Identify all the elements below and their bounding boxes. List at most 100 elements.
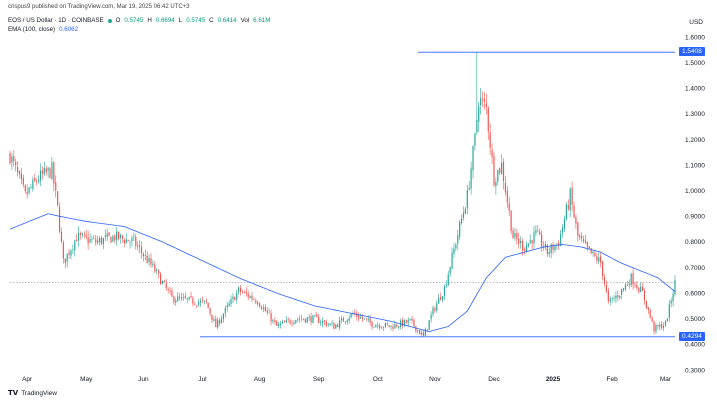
candle-body [672,293,674,302]
low-value: 0.5745 [186,17,206,24]
candle-body [201,299,204,301]
candle-body [142,253,144,257]
candle-body [222,313,224,320]
candle-body [224,307,226,314]
candle-body [123,239,125,244]
candle-body [171,290,173,297]
tradingview-logo[interactable]: 𝗧𝗩 TradingView [8,389,57,398]
candle-body [327,324,329,325]
candle-body [621,288,623,295]
candle-body [215,318,217,328]
candle-body [144,255,146,256]
candle-body [308,316,310,318]
candle-body [135,236,137,247]
candle-body [234,297,236,301]
high-label: H [147,17,152,24]
candle-body [68,252,70,255]
candle-body [497,170,499,182]
market-status-icon [107,18,112,23]
candle-body [114,235,116,241]
candle-body [43,167,45,175]
candle-body [537,230,539,232]
candle-body [642,286,644,292]
candle-body [630,273,632,286]
candle-body [17,166,19,173]
candle-body [405,320,407,323]
candle-body [255,300,257,303]
candle-body [87,237,89,244]
candle-body [394,324,396,329]
candle-body [403,319,406,326]
candle-body [582,239,585,242]
candle-body [91,239,93,240]
candle-body [102,238,104,245]
candle-body [440,297,442,300]
candle-body [628,283,630,285]
y-tick-label: 0.7000 [685,265,705,272]
candle-body [262,307,265,309]
candle-body [561,227,564,233]
candle-body [624,284,627,290]
candle-body [602,261,604,277]
candle-body [499,168,501,173]
candle-body [306,317,308,323]
candle-body [186,298,188,300]
volume-label: Vol [240,17,250,24]
candle-body [15,162,17,166]
candle-body [346,320,348,322]
candle-body [481,98,484,100]
candle-body [106,233,108,237]
candle-body [480,97,482,106]
ema-label[interactable]: EMA (100, close) [8,26,56,33]
candle-body [520,240,522,244]
candle-body [523,249,526,251]
candle-body [293,322,295,324]
candle-body [541,234,543,247]
candle-body [156,269,158,271]
candle-body [436,303,438,311]
candle-body [569,189,571,210]
candle-body [129,241,131,243]
candle-body [487,107,489,132]
candle-body [558,242,560,247]
x-tick-label: Mar [660,376,672,383]
candle-body [632,273,634,285]
y-tick-label: 0.6000 [685,290,705,297]
candle-body [361,317,364,319]
candle-body [333,323,335,329]
candle-body [62,242,64,259]
candle-body [661,324,663,329]
candle-body [411,318,413,321]
candle-body [344,321,346,323]
candle-body [657,324,659,327]
candle-body [51,162,53,179]
candle-body [571,187,573,205]
candle-body [300,318,303,320]
candle-body [249,296,251,298]
candle-body [434,307,436,311]
candle-body [238,287,240,293]
candle-body [272,319,274,322]
candle-body [441,296,444,301]
candle-body [659,324,661,327]
candle-body [36,181,38,182]
candle-body [375,325,377,328]
candle-body [476,119,478,133]
candle-body [640,286,642,293]
x-tick-label: May [80,376,93,383]
candle-body [37,180,40,182]
candle-body [649,310,651,318]
candle-body [386,323,388,325]
candle-body [325,322,327,326]
candle-body [41,170,43,174]
candle-body [550,244,552,254]
candle-body [93,237,95,239]
symbol-name[interactable]: EOS / US Dollar · 1D · COINBASE [8,17,104,24]
candle-body [544,243,547,248]
x-tick-label: Nov [429,376,441,383]
y-tick-label: 1.0000 [685,188,705,195]
candle-body [668,303,670,318]
candle-body [554,245,556,251]
candle-body [188,296,190,300]
